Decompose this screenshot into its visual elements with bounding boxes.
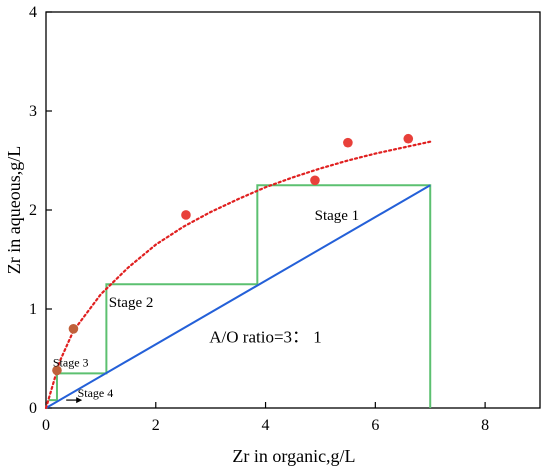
x-axis-title: Zr in organic,g/L [232,446,355,466]
x-tick-label: 6 [371,417,379,434]
data-point [68,324,79,334]
data-point [310,175,320,186]
operating-line [45,184,431,409]
x-tick-label: 0 [42,417,50,434]
y-axis-title: Zr in aqueous,g/L [4,146,24,274]
annotation-stage2: Stage 2 [109,295,154,311]
chart-marks [44,133,432,410]
data-point [403,133,414,144]
stage-steps-line [48,184,432,408]
chart-labels: 0 2 4 6 8 0 1 2 3 4 Stage 1 Stage 2 Stage 3 Stage 4 A/… [29,4,489,434]
annotation-stage4: Stage 4 [78,386,114,400]
annotation-stage3: Stage 3 [53,355,89,369]
y-tick-label: 4 [29,4,37,21]
annotation-stage1: Stage 1 [315,208,360,224]
y-tick-label: 1 [29,301,37,318]
data-point [181,210,191,220]
axes [45,11,541,409]
x-tick-label: 4 [262,417,270,434]
annotation-ratio: A/O ratio=3： 1 [209,328,322,347]
fitted-curve [44,140,432,410]
plot-frame [45,11,541,409]
y-tick-label: 0 [29,400,37,417]
y-tick-label: 3 [29,103,37,120]
y-tick-label: 2 [29,202,37,219]
x-tick-label: 8 [481,417,489,434]
data-point [52,365,62,376]
stage4-arrow-head [76,397,83,404]
x-tick-label: 2 [152,417,160,434]
data-point [343,137,353,148]
